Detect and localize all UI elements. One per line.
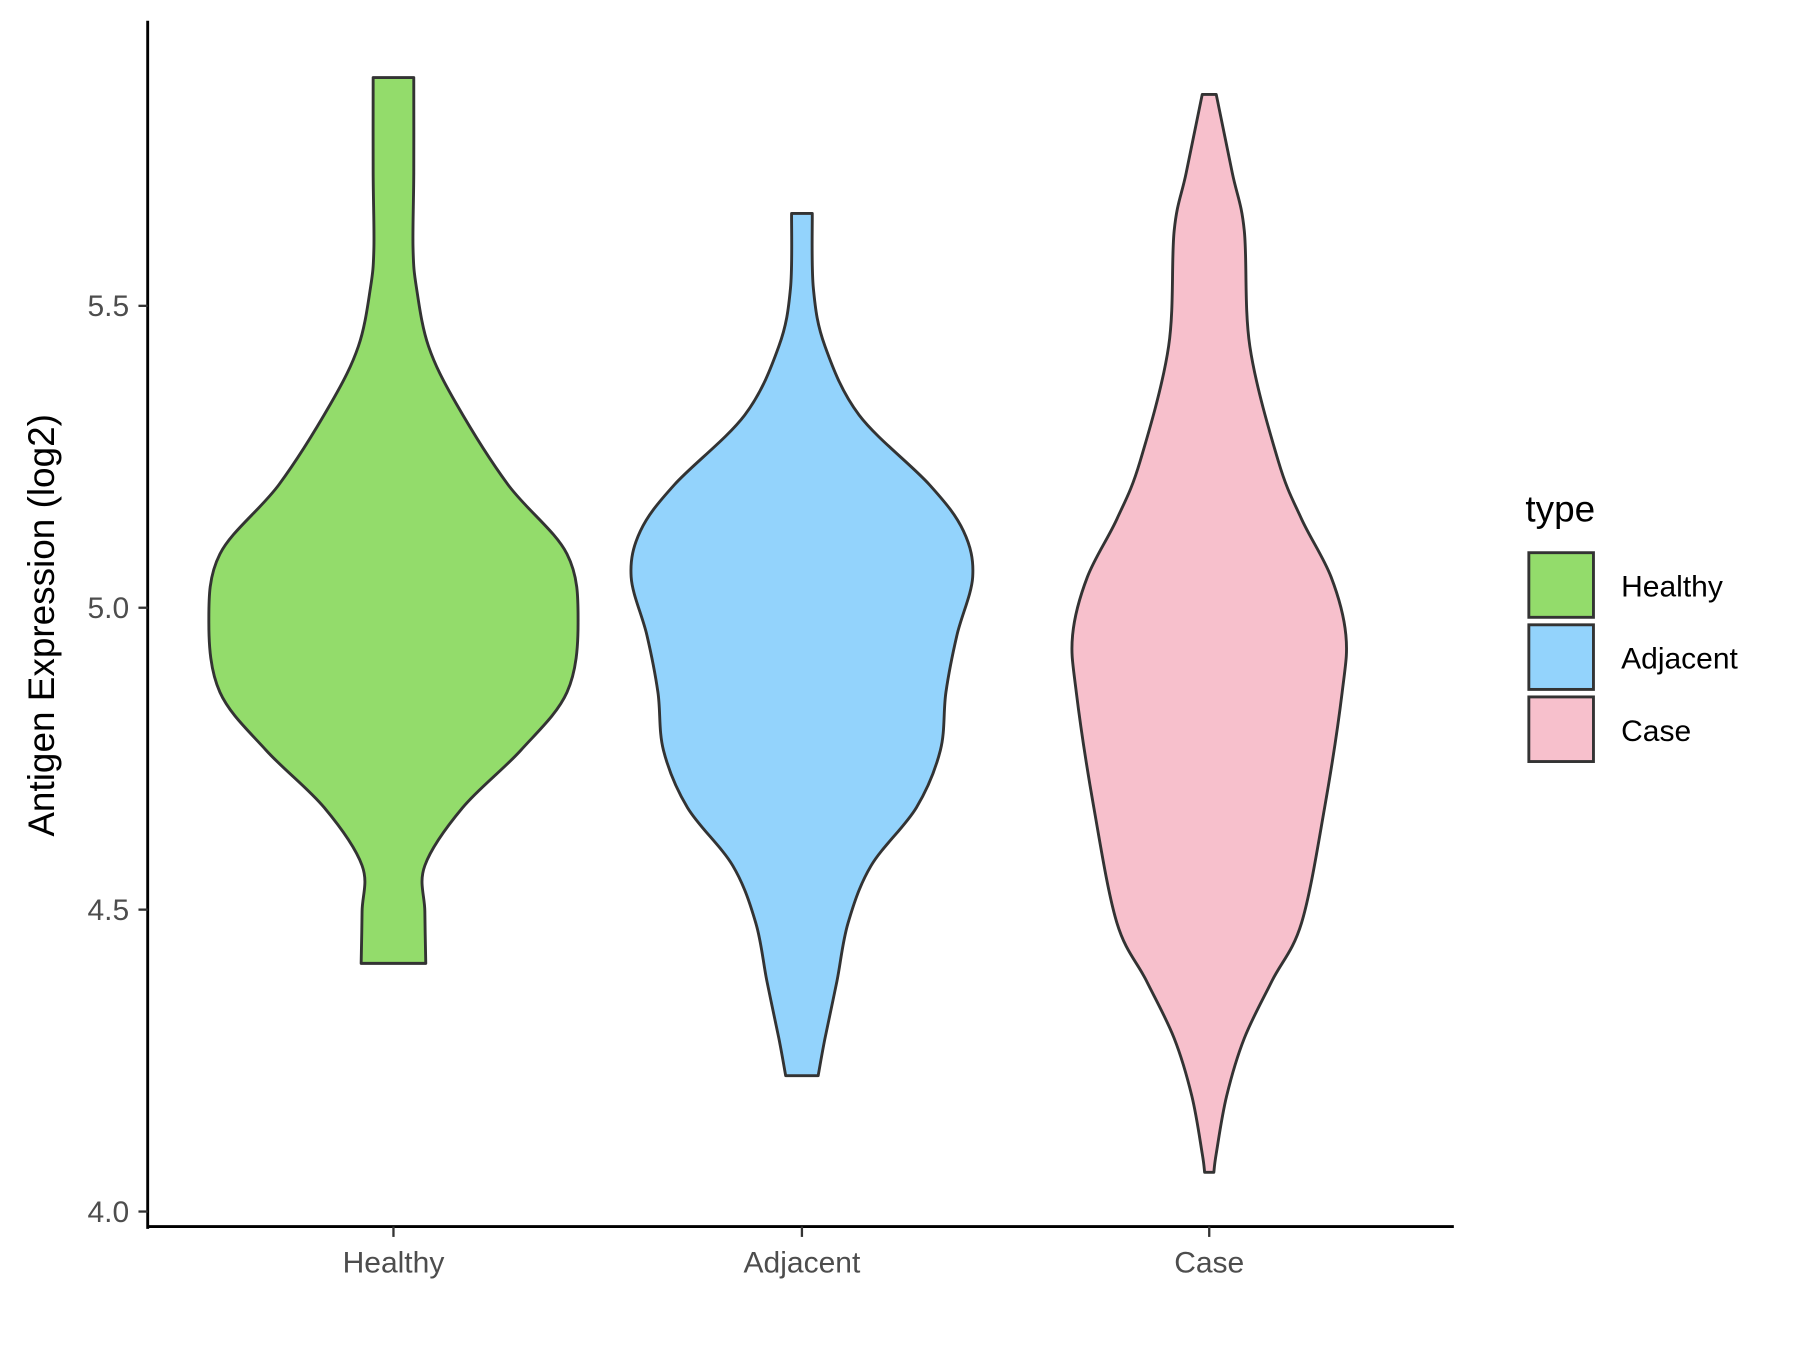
legend-key-adjacent — [1527, 623, 1595, 691]
violin-healthy — [207, 76, 580, 965]
y-tick-label: 5.5 — [88, 290, 130, 323]
legend-title: type — [1525, 489, 1595, 530]
legend-key-healthy — [1527, 551, 1595, 619]
y-tick-label: 5.0 — [88, 592, 130, 625]
violin-case — [1070, 93, 1348, 1174]
x-ticks: Healthy Adjacent Case — [343, 1226, 1244, 1280]
violins — [207, 76, 1348, 1174]
legend-label: Case — [1621, 715, 1691, 748]
x-tick-label: Case — [1174, 1247, 1244, 1280]
y-tick-label: 4.0 — [88, 1196, 130, 1229]
legend-label: Healthy — [1621, 571, 1723, 604]
y-axis-title: Antigen Expression (log2) — [21, 414, 62, 837]
violin-adjacent — [629, 212, 975, 1078]
legend-label: Adjacent — [1621, 643, 1738, 676]
y-tick-label: 4.5 — [88, 894, 130, 927]
x-tick-label: Adjacent — [744, 1247, 861, 1280]
legend: type Healthy Adjacent Case — [1525, 489, 1739, 763]
y-ticks: 4.0 4.5 5.0 5.5 — [88, 290, 148, 1229]
legend-key-case — [1527, 695, 1595, 763]
x-tick-label: Healthy — [343, 1247, 445, 1280]
